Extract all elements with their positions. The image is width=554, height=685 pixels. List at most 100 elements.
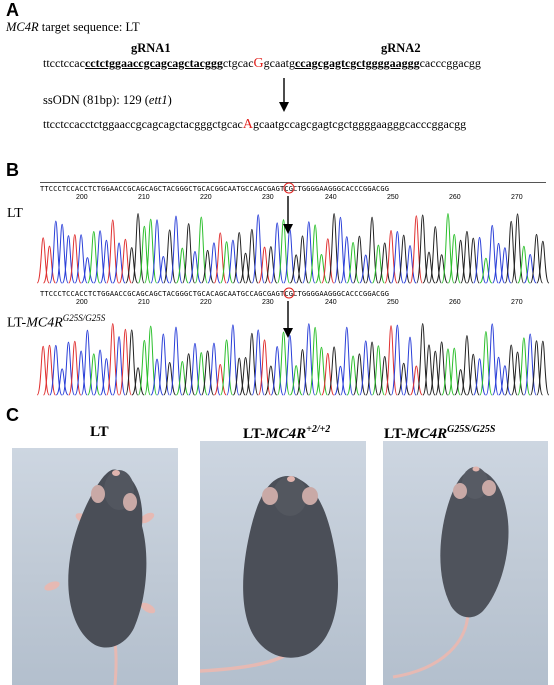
mouse-lt-image [44,469,156,685]
trace-peak [42,245,56,284]
chromatogram2-arrow-head [283,328,293,338]
trace-peak [239,357,253,396]
trace-peak [422,251,436,284]
trace-peak [194,352,208,396]
trace-peak [371,244,385,284]
photo2-title: LT-MC4R+2/+2 [243,424,330,443]
grna1-label: gRNA1 [131,41,171,55]
trace-peak [352,353,366,396]
trace-peak [409,215,423,284]
chromatogram1-label: LT [7,206,23,221]
trace-peak [150,358,164,396]
photo2-title-genotype: +2/+2 [306,424,331,435]
trace-peak [302,221,316,284]
mouse-g25s-image [392,466,509,679]
trace-peak [428,226,442,284]
tick-label: 200 [76,194,88,201]
trace-peak [131,367,145,396]
tick-label: 250 [387,299,399,306]
trace-peak [435,254,449,284]
chromatogram1-arrow-head [283,224,293,234]
trace-peak [163,362,177,396]
panel-b-letter: B [6,160,19,180]
trace-peak [289,365,303,396]
trace-peak [523,254,537,284]
chromatogram2-label: LT-MC4RG25S/G25S [7,313,105,332]
trace-peak [403,336,417,396]
chromatogram1-trace [36,213,550,284]
chromatogram2-label-genotype: G25S/G25S [62,313,106,323]
trace-peak [68,234,82,284]
target-base-g: G [253,56,264,71]
trace-peak [378,242,392,284]
trace-peak [384,325,398,396]
ref-seq-mid2: gcaatg [263,56,295,70]
tick-label: 200 [76,299,88,306]
trace-peak [466,237,480,284]
trace-peak [485,224,499,284]
ref-seq-prefix: ttcctccac [43,56,85,70]
trace-peak [137,339,151,396]
trace-peak [479,330,493,396]
chromatogram-top-rule [40,182,546,183]
tick-label: 240 [325,194,337,201]
ssodn-caption: ssODN (81bp): 129 (ett1) [43,93,172,108]
trace-peak [517,337,531,396]
trace-peak [213,363,227,396]
trace-peak [397,362,411,396]
trace-peak [99,358,113,396]
photo1-title-prefix: LT [90,424,109,440]
tick-label: 210 [138,194,150,201]
edited-base-a: A [242,117,253,132]
ssodn-close: ) [167,93,172,107]
trace-peak [498,365,512,396]
trace-peak [74,350,88,396]
trace-peak [201,350,215,396]
chromatogram2-bases: TTCCCTCCACCTCTGGAACCGCAGCAGCTACGGGCTGCAC… [40,290,390,298]
photo2-title-prefix: LT- [243,426,266,442]
trace-peak [226,239,240,284]
trace-peak [365,216,379,284]
tick-label: 220 [200,299,212,306]
trace-peak [125,247,139,284]
trace-peak [416,214,430,284]
trace-peak [99,239,113,284]
panel-c-letter: C [6,405,19,425]
trace-peak [61,235,75,284]
trace-peak [460,335,474,396]
chromatogram1-bases: TTCCCTCCACCTCTGGAACCGCAGCAGCTACGGGCTGCAC… [40,185,390,193]
trace-peak [106,219,120,284]
ssodn-label: ssODN (81bp): 129 ( [43,93,149,107]
trace-peak [390,230,404,284]
tick-label: 230 [262,194,274,201]
trace-peak [416,323,430,396]
trace-peak [188,250,202,284]
trace-peak [498,247,512,284]
trace-peak [295,349,309,396]
photo3-title-gene: MC4R [406,426,448,442]
ref-seq-suffix: cacccggacgg [419,56,481,70]
trace-peak [536,240,550,284]
trace-peak [80,257,94,284]
trace-peak [125,329,139,396]
trace-peak [264,246,278,284]
trace-peak [441,213,455,284]
ssodn-allele: ett1 [148,93,168,107]
target-gene-name: MC4R [6,20,39,34]
tick-label: 210 [138,299,150,306]
trace-peak [201,249,215,284]
edited-sequence: ttcctccacctctggaaccgcagcagctacgggctgcacA… [43,117,466,133]
trace-peak [384,229,398,284]
trace-peak [511,351,525,396]
trace-peak [359,340,373,396]
edit-seq-prefix: ttcctccacctctggaaccgcagcagctacgggctgcac [43,117,243,131]
trace-peak [169,326,183,396]
trace-peak [182,353,196,396]
trace-peak [36,345,50,396]
trace-peak [321,352,335,396]
trace-peak [239,252,253,284]
trace-peak [295,235,309,284]
trace-peak [156,333,170,396]
trace-peak [112,242,126,284]
trace-peak [182,223,196,284]
